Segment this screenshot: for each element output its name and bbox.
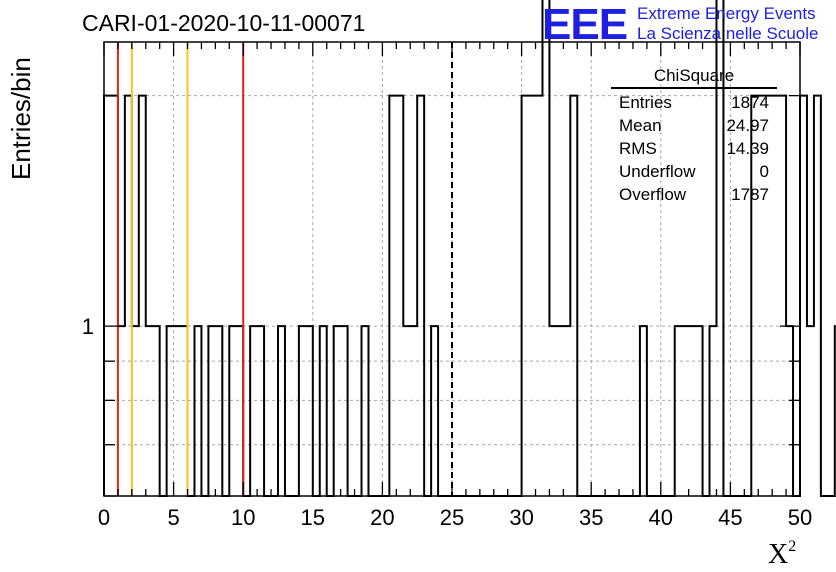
x-axis-label-superscript: 2 [788,538,797,555]
x-tick-label: 5 [167,505,179,530]
x-tick-label: 25 [440,505,464,530]
y-tick-labels: 1 [82,314,94,339]
logo-line-2: La Scienza nelle Scuole [637,24,819,43]
stats-row-mean: Mean 24.97 [611,114,777,137]
stats-value: 0 [759,162,769,181]
x-tick-label: 45 [718,505,742,530]
stats-title: ChiSquare [611,66,777,89]
stats-value: 1787 [731,185,769,204]
stats-value: 14.39 [726,139,769,158]
stats-box: ChiSquare Entries 1874 Mean 24.97 RMS 14.39… [611,66,777,206]
y-axis-label: Entries/bin [6,57,36,180]
stats-value: 24.97 [726,116,769,135]
stats-label: RMS [619,139,657,158]
eee-logo: EEE [542,0,628,49]
stats-row-entries: Entries 1874 [611,91,777,114]
stats-value: 1874 [731,93,769,112]
stats-label: Underflow [619,162,696,181]
axis-ticks [103,42,801,497]
x-tick-label: 15 [301,505,325,530]
x-tick-labels: 0 5 10 15 20 25 30 35 40 45 50 [98,505,812,530]
chart-title: CARI-01-2020-10-11-00071 [82,10,366,36]
x-tick-label: 10 [231,505,255,530]
stats-row-overflow: Overflow 1787 [611,183,777,206]
x-tick-label: 0 [98,505,110,530]
x-tick-label: 30 [509,505,533,530]
stats-row-underflow: Underflow 0 [611,160,777,183]
logo-line-1: Extreme Energy Events [637,4,816,23]
y-tick-label: 1 [82,314,94,339]
x-tick-label: 40 [649,505,673,530]
x-axis-label-text: X [768,539,789,570]
stats-label: Mean [619,116,662,135]
stats-label: Overflow [619,185,687,204]
x-tick-label: 20 [370,505,394,530]
x-tick-label: 35 [579,505,603,530]
stats-row-rms: RMS 14.39 [611,137,777,160]
x-tick-label: 50 [788,505,812,530]
stats-label: Entries [619,93,672,112]
x-axis-label: X2 [768,538,796,571]
reference-lines [116,42,453,496]
